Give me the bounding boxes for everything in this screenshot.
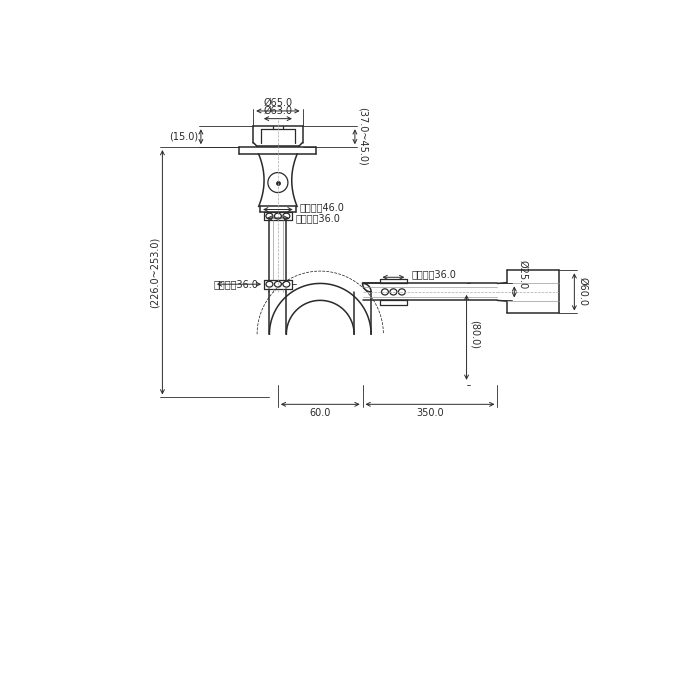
Text: Ø25.0: Ø25.0 (517, 260, 527, 289)
Text: Ø65.0: Ø65.0 (263, 98, 293, 108)
Text: 大角対辺36.0: 大角対辺36.0 (411, 270, 456, 279)
Text: Ø63.0: Ø63.0 (263, 106, 293, 116)
Text: 大角対辺46.0: 大角対辺46.0 (300, 202, 344, 212)
Text: (37.0~45.0): (37.0~45.0) (358, 107, 368, 166)
Text: 60.0: 60.0 (309, 408, 331, 418)
Text: 350.0: 350.0 (416, 408, 444, 418)
Text: (15.0): (15.0) (169, 132, 198, 141)
Text: 大角対辺36.0: 大角対辺36.0 (214, 279, 259, 289)
Text: Ø60.0: Ø60.0 (578, 277, 587, 307)
Text: (226.0~253.0): (226.0~253.0) (149, 237, 160, 308)
Text: 大角対辺36.0: 大角対辺36.0 (295, 213, 340, 223)
Text: (80.0): (80.0) (470, 320, 480, 349)
